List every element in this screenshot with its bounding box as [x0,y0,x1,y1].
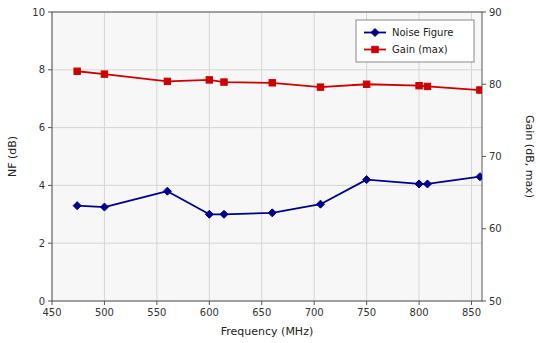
legend-swatch-marker [371,29,379,37]
series-marker [415,180,423,188]
x-tick-label: 650 [252,307,271,318]
y-tick-label: 10 [32,7,45,18]
x-tick [419,301,420,305]
x-tick [366,301,367,305]
y2-tick [482,12,486,13]
y2-tick [482,301,486,302]
x-tick-label: 750 [357,307,376,318]
plot-frame [52,12,482,301]
series-marker [220,210,228,218]
y-tick [48,127,52,128]
x-axis-label: Frequency (MHz) [221,325,313,338]
series-marker [268,209,276,217]
y2-tick [482,228,486,229]
x-grid-line [104,12,105,301]
series-marker [317,84,323,90]
x-tick [209,301,210,305]
series-marker [73,202,81,210]
series-line [77,71,480,90]
series-marker [269,80,275,86]
legend-box [356,20,474,62]
x-tick-label: 800 [410,307,429,318]
y-axis: 0 2 4 6 8 10 [32,7,52,307]
y-tick-label: 0 [39,296,45,307]
grid [52,12,482,301]
x-tick-label: 550 [147,307,166,318]
series-marker [100,203,108,211]
legend-swatch-marker [372,46,378,52]
series-marker [363,81,369,87]
y-grid-line [52,127,482,128]
y-tick [48,301,52,302]
y2-tick-label: 80 [489,79,502,90]
series-marker [476,173,482,181]
y-tick [48,12,52,13]
series-marker [363,176,371,184]
series-marker [477,87,482,93]
series-marker [164,78,170,84]
y-tick [48,69,52,70]
x-tick-label: 450 [42,307,61,318]
x-tick-label: 600 [200,307,219,318]
y-tick-label: 8 [39,64,45,75]
series-marker [424,83,430,89]
plot-background [52,12,482,301]
series-marker [205,210,213,218]
y-tick-label: 4 [39,180,45,191]
series-marker [316,200,324,208]
series-marker [163,187,171,195]
legend: Noise Figure Gain (max) [356,20,474,62]
y2-axis: 50 60 70 80 90 [482,7,502,307]
series-marker [206,77,212,83]
series-marker [101,71,107,77]
series-marker [221,79,227,85]
series-marker [423,180,431,188]
x-tick-label: 850 [462,307,481,318]
chart-container: 450500550600650700750800850Frequency (MH… [0,0,540,343]
y2-tick [482,156,486,157]
x-tick [52,301,53,305]
x-tick [471,301,472,305]
x-tick-label: 500 [95,307,114,318]
x-tick [156,301,157,305]
y-tick-label: 2 [39,238,45,249]
y2-tick-label: 60 [489,223,502,234]
x-tick [104,301,105,305]
legend-label: Gain (max) [392,44,448,55]
y2-tick [482,84,486,85]
y2-tick-label: 70 [489,151,502,162]
y-grid-line [52,243,482,244]
x-grid-line [261,12,262,301]
x-tick [261,301,262,305]
x-grid-line [209,12,210,301]
series-line [77,177,480,215]
x-tick [314,301,315,305]
x-axis: 450 500 550 600 650 700 750 800 850 [42,301,481,318]
plot-marks [73,68,482,218]
y-axis-label: NF (dB) [6,136,19,177]
x-grid-line [156,12,157,301]
y2-tick-label: 90 [489,7,502,18]
chart: 450500550600650700750800850Frequency (MH… [0,0,540,343]
y-tick-label: 6 [39,122,45,133]
y2-tick-label: 50 [489,296,502,307]
series-marker [416,82,422,88]
x-tick-label: 700 [305,307,324,318]
legend-label: Noise Figure [392,27,453,38]
x-grid-line [314,12,315,301]
y-grid-line [52,69,482,70]
series-marker [74,68,80,74]
y-tick [48,185,52,186]
y-tick [48,243,52,244]
y2-axis-label: Gain (dB, max) [523,115,536,198]
